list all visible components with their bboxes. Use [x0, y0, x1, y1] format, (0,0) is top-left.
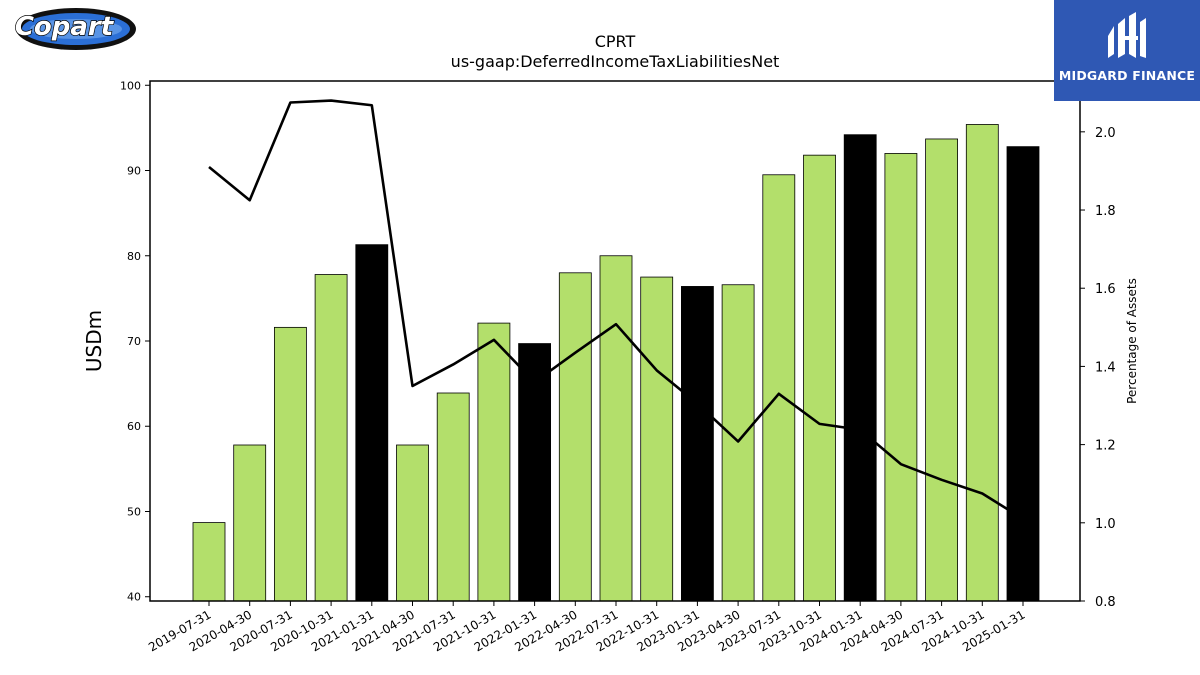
y2-tick-label: 1.2 [1095, 439, 1116, 454]
y-tick-label: 80 [127, 250, 141, 263]
bar-2021-04-30 [396, 444, 429, 602]
y-tick-label: 40 [127, 591, 141, 604]
plot-frame [149, 80, 1081, 602]
bar-2022-10-31 [640, 276, 674, 602]
y-tick-label: 100 [120, 79, 141, 92]
y2-tick-label: 0.8 [1095, 595, 1116, 610]
bar-group [192, 124, 1040, 602]
y2-tick-label: 1.0 [1095, 517, 1116, 532]
y2-axis-label: Percentage of Assets [1125, 278, 1139, 404]
bar-2023-04-30 [721, 284, 755, 602]
y-tick-label: 60 [127, 420, 141, 433]
y-tick-label: 50 [127, 505, 141, 518]
bar-2021-07-31 [436, 392, 470, 602]
bar-2020-04-30 [233, 444, 267, 602]
line-group [208, 99, 1024, 520]
midgard-emblem-icon [1108, 12, 1146, 58]
y2-tick-label: 1.8 [1095, 204, 1116, 219]
bar-2024-07-31 [925, 138, 958, 602]
y2-tick-label: 1.6 [1095, 282, 1116, 297]
midgard-logo-text: MIDGARD FINANCE [1058, 68, 1196, 83]
bar-2022-04-30 [558, 272, 592, 602]
chart-subtitle: us-gaap:DeferredIncomeTaxLiabilitiesNet [450, 52, 780, 71]
y-axis-label: USDm [82, 310, 106, 372]
bar-2023-10-31 [803, 154, 836, 602]
chart-title: CPRT [594, 32, 636, 51]
bar-2019-07-31 [192, 522, 226, 602]
bar-2020-10-31 [314, 274, 348, 602]
y2-tick-label: 1.4 [1095, 360, 1116, 375]
bar-2023-07-31 [762, 174, 796, 602]
bar-2024-04-30 [884, 153, 918, 602]
y2-tick-label: 2.0 [1095, 126, 1116, 141]
x-axis-ticks: 2019-07-312020-04-302020-07-312020-10-31… [146, 601, 1028, 654]
y-tick-label: 70 [127, 335, 141, 348]
right-axis-ticks: 0.8 1.0 1.2 1.4 1.6 1.8 2.0 [1080, 126, 1116, 610]
copart-logo: Copart [4, 4, 136, 54]
left-axis-ticks: 40 50 60 70 80 90 100 [120, 79, 150, 604]
percentage-of-assets-line [208, 99, 1024, 520]
bar-2024-01-31 [843, 134, 877, 602]
bar-2025-01-31 [1006, 146, 1040, 602]
bar-2022-01-31 [518, 343, 551, 602]
copart-logo-text: Copart [15, 12, 115, 42]
midgard-finance-logo: MIDGARD FINANCE [1054, 0, 1200, 101]
y-tick-label: 90 [127, 165, 141, 178]
bar-2020-07-31 [273, 326, 307, 602]
bar-2022-07-31 [599, 255, 633, 602]
bar-2021-10-31 [477, 322, 511, 602]
bar-2024-10-31 [965, 124, 999, 602]
bar-2021-01-31 [355, 244, 389, 602]
bar-2023-01-31 [681, 286, 714, 602]
